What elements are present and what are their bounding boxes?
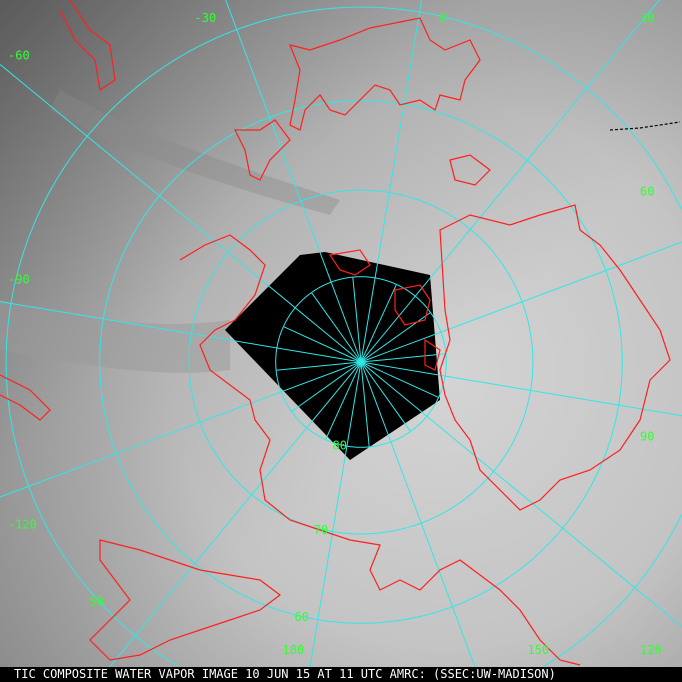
missing-data-area <box>225 252 440 460</box>
graticule <box>0 0 682 668</box>
meridian--15 <box>352 277 362 363</box>
latitude-label: 60 <box>295 610 309 624</box>
image-seam <box>609 121 681 131</box>
coastline-greenland <box>59 0 116 92</box>
meridian-0 <box>360 0 423 363</box>
latitude-circle-60 <box>99 100 623 624</box>
meridian--30 <box>225 0 362 363</box>
longitude-label: 150 <box>528 643 550 657</box>
meridian--120 <box>0 361 362 498</box>
meridian--90 <box>0 301 362 363</box>
longitude-label: 60 <box>640 185 654 199</box>
meridian--180 <box>309 361 362 668</box>
longitude-label: 90 <box>640 430 654 444</box>
meridian--105 <box>276 361 362 371</box>
meridian-105 <box>360 361 439 398</box>
longitude-label: -30 <box>195 11 217 25</box>
longitude-label: 0 <box>440 11 447 25</box>
meridian-165 <box>360 361 370 447</box>
longitude-label: -90 <box>8 273 30 287</box>
latitude-label: 70 <box>314 523 328 537</box>
coastline-siberia <box>439 204 671 511</box>
meridian-15 <box>360 284 397 363</box>
latitude-circle-70 <box>188 189 534 535</box>
latitude-label: 50 <box>89 595 103 609</box>
longitude-label: 120 <box>640 643 662 657</box>
coastline-alaska-islands <box>0 374 51 421</box>
meridian-150 <box>360 361 476 668</box>
grid-labels: -30 0 30 60 90 120 150 180 -120 -90 -60 80 70 60 50 <box>8 11 662 657</box>
moisture-band <box>50 90 340 215</box>
meridian-45 <box>360 312 431 363</box>
meridian--45 <box>311 292 362 363</box>
longitude-label: -120 <box>8 518 37 532</box>
longitude-label: -60 <box>8 49 30 63</box>
meridian-60 <box>360 241 682 363</box>
coastlines <box>0 0 681 666</box>
moisture-band <box>0 300 230 373</box>
coastline-scandinavia <box>289 17 481 131</box>
longitude-label: 180 <box>283 643 305 657</box>
meridian-75 <box>360 353 446 363</box>
meridian--135 <box>291 361 362 412</box>
coastline-arctic-islands <box>328 249 441 371</box>
latitude-label: 80 <box>333 438 347 452</box>
coastline-north-america <box>179 234 581 666</box>
meridian--165 <box>325 361 362 440</box>
meridian--75 <box>283 326 362 363</box>
coastline-iceland-area <box>234 119 291 181</box>
meridian-30 <box>360 0 660 363</box>
meridian--150 <box>109 361 362 668</box>
meridian-135 <box>360 361 411 432</box>
meridian--60 <box>0 64 362 363</box>
image-caption: TIC COMPOSITE WATER VAPOR IMAGE 10 JUN 1… <box>0 667 682 682</box>
coastline-novaya-zemlya <box>449 154 491 186</box>
latitude-circle-50 <box>5 6 682 667</box>
coastline-alaska <box>89 539 281 661</box>
meridian-90 <box>360 361 682 417</box>
meridian-120 <box>360 361 682 627</box>
longitude-label: 30 <box>640 11 654 25</box>
